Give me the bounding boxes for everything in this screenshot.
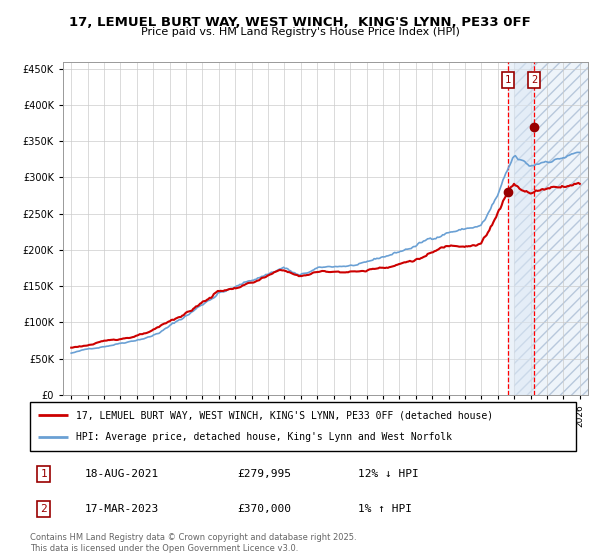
Bar	[508, 62, 534, 395]
Text: 1% ↑ HPI: 1% ↑ HPI	[358, 504, 412, 514]
Text: £279,995: £279,995	[238, 469, 292, 479]
Text: 18-AUG-2021: 18-AUG-2021	[85, 469, 159, 479]
Text: 1: 1	[40, 469, 47, 479]
Text: 17, LEMUEL BURT WAY, WEST WINCH,  KING'S LYNN, PE33 0FF: 17, LEMUEL BURT WAY, WEST WINCH, KING'S …	[69, 16, 531, 29]
Text: HPI: Average price, detached house, King's Lynn and West Norfolk: HPI: Average price, detached house, King…	[76, 432, 452, 442]
Bar	[514, 62, 588, 395]
Text: Price paid vs. HM Land Registry's House Price Index (HPI): Price paid vs. HM Land Registry's House …	[140, 27, 460, 37]
Text: 2: 2	[40, 504, 47, 514]
Text: 12% ↓ HPI: 12% ↓ HPI	[358, 469, 418, 479]
Text: 2: 2	[531, 75, 537, 85]
Text: Contains HM Land Registry data © Crown copyright and database right 2025.
This d: Contains HM Land Registry data © Crown c…	[30, 533, 356, 553]
FancyBboxPatch shape	[30, 402, 576, 451]
Bar	[514, 62, 588, 395]
Text: 1: 1	[505, 75, 511, 85]
Text: 17-MAR-2023: 17-MAR-2023	[85, 504, 159, 514]
Text: £370,000: £370,000	[238, 504, 292, 514]
Text: 17, LEMUEL BURT WAY, WEST WINCH, KING'S LYNN, PE33 0FF (detached house): 17, LEMUEL BURT WAY, WEST WINCH, KING'S …	[76, 410, 494, 421]
